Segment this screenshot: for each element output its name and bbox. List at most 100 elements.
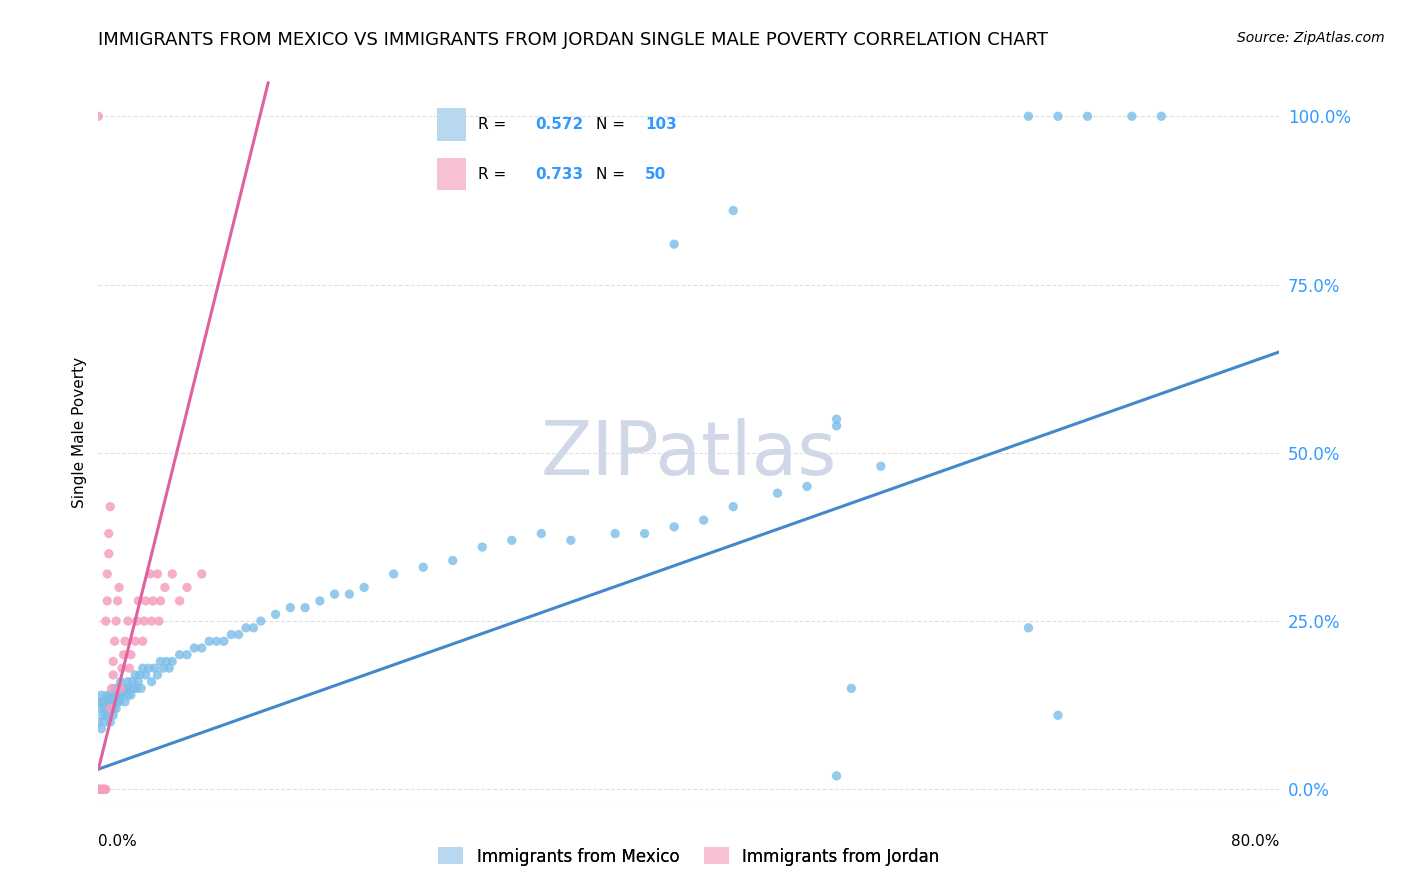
Point: [1018, 621, 1040, 635]
Point: [87, 695, 110, 709]
Point: [118, 681, 141, 696]
Point: [191, 566, 214, 581]
Point: [139, 566, 162, 581]
Point: [441, 553, 464, 567]
Point: [242, 621, 264, 635]
Point: [149, 655, 172, 669]
Point: [870, 459, 893, 474]
Point: [105, 701, 128, 715]
Point: [412, 560, 434, 574]
Point: [91, 708, 114, 723]
Point: [93, 782, 115, 797]
Point: [176, 648, 198, 662]
Point: [127, 674, 149, 689]
Point: [110, 681, 132, 696]
Point: [89, 701, 111, 715]
Point: [114, 695, 136, 709]
FancyBboxPatch shape: [437, 109, 467, 141]
Point: [143, 661, 166, 675]
Point: [169, 648, 191, 662]
Point: [176, 581, 198, 595]
Point: [87, 714, 110, 729]
Point: [90, 782, 112, 797]
Point: [128, 668, 150, 682]
Point: [90, 782, 112, 797]
Point: [138, 661, 160, 675]
Point: [132, 634, 155, 648]
Point: [107, 594, 129, 608]
Point: [97, 708, 120, 723]
Point: [96, 688, 118, 702]
Point: [309, 594, 332, 608]
Point: [135, 594, 157, 608]
Point: [89, 782, 111, 797]
Point: [141, 614, 163, 628]
Point: [117, 674, 139, 689]
Legend: Immigrants from Mexico, Immigrants from Jordan: Immigrants from Mexico, Immigrants from …: [432, 840, 946, 872]
Point: [664, 520, 686, 534]
Text: 0.733: 0.733: [536, 167, 583, 182]
Point: [91, 782, 114, 797]
Point: [146, 668, 169, 682]
Point: [183, 640, 205, 655]
Point: [96, 701, 118, 715]
Point: [205, 634, 228, 648]
Point: [98, 688, 121, 702]
Text: ZIPatlas: ZIPatlas: [541, 418, 837, 491]
Point: [100, 701, 122, 715]
Text: 103: 103: [645, 117, 676, 132]
Point: [100, 695, 122, 709]
Point: [103, 701, 125, 715]
Point: [723, 500, 745, 514]
Point: [115, 681, 138, 696]
Point: [94, 708, 117, 723]
Text: R =: R =: [478, 117, 510, 132]
Y-axis label: Single Male Poverty: Single Male Poverty: [72, 357, 87, 508]
Point: [100, 681, 122, 696]
Point: [127, 594, 149, 608]
Point: [382, 566, 405, 581]
Point: [98, 701, 121, 715]
Point: [221, 627, 243, 641]
Point: [91, 695, 114, 709]
Point: [105, 614, 128, 628]
Point: [294, 600, 316, 615]
Point: [108, 695, 131, 709]
FancyBboxPatch shape: [437, 158, 467, 190]
Point: [693, 513, 716, 527]
Point: [98, 500, 121, 514]
Point: [169, 594, 191, 608]
Point: [87, 782, 110, 797]
Point: [94, 782, 117, 797]
Point: [191, 640, 214, 655]
Point: [122, 681, 145, 696]
Point: [110, 674, 132, 689]
Point: [87, 109, 110, 123]
Text: 0.572: 0.572: [536, 117, 583, 132]
Text: 80.0%: 80.0%: [1232, 834, 1279, 849]
Point: [112, 681, 135, 696]
Point: [90, 688, 112, 702]
Point: [91, 782, 114, 797]
Point: [723, 203, 745, 218]
Point: [125, 681, 148, 696]
Point: [111, 661, 134, 675]
Point: [501, 533, 523, 548]
Point: [153, 581, 176, 595]
Point: [1077, 109, 1099, 123]
Point: [766, 486, 789, 500]
Point: [1046, 109, 1070, 123]
Point: [132, 661, 155, 675]
Point: [110, 688, 132, 702]
Point: [1018, 109, 1040, 123]
Point: [212, 634, 235, 648]
Point: [111, 688, 134, 702]
Point: [97, 695, 120, 709]
Point: [94, 695, 117, 709]
Point: [104, 681, 127, 696]
Point: [98, 714, 121, 729]
Point: [104, 695, 127, 709]
Point: [157, 661, 180, 675]
Text: Source: ZipAtlas.com: Source: ZipAtlas.com: [1237, 31, 1385, 45]
Point: [124, 634, 146, 648]
